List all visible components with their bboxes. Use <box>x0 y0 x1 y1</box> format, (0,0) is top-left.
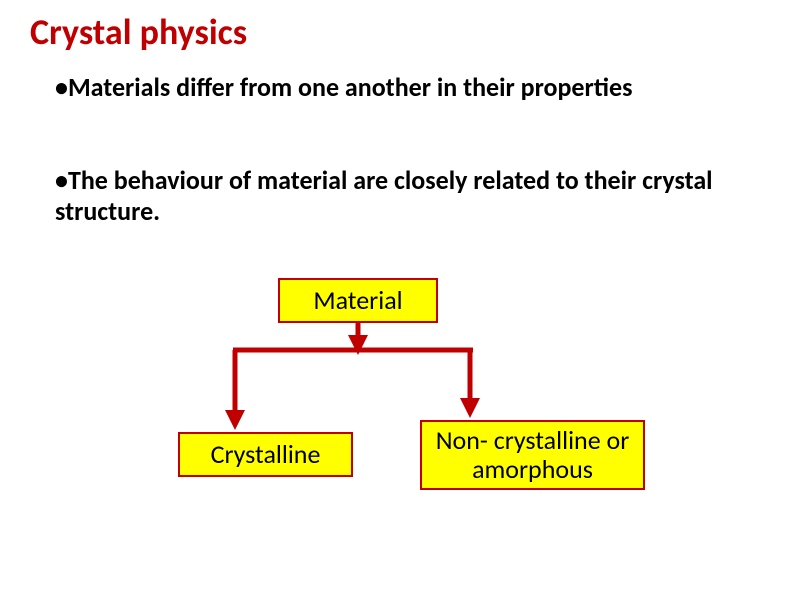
node-material: Material <box>278 278 438 323</box>
page-title: Crystal physics <box>30 10 247 54</box>
bullet-2: •The behaviour of material are closely r… <box>55 165 755 227</box>
node-noncrystalline: Non- crystalline or amorphous <box>420 420 645 490</box>
node-crystalline: Crystalline <box>178 432 353 477</box>
bullet-1: •Materials differ from one another in th… <box>55 72 705 103</box>
